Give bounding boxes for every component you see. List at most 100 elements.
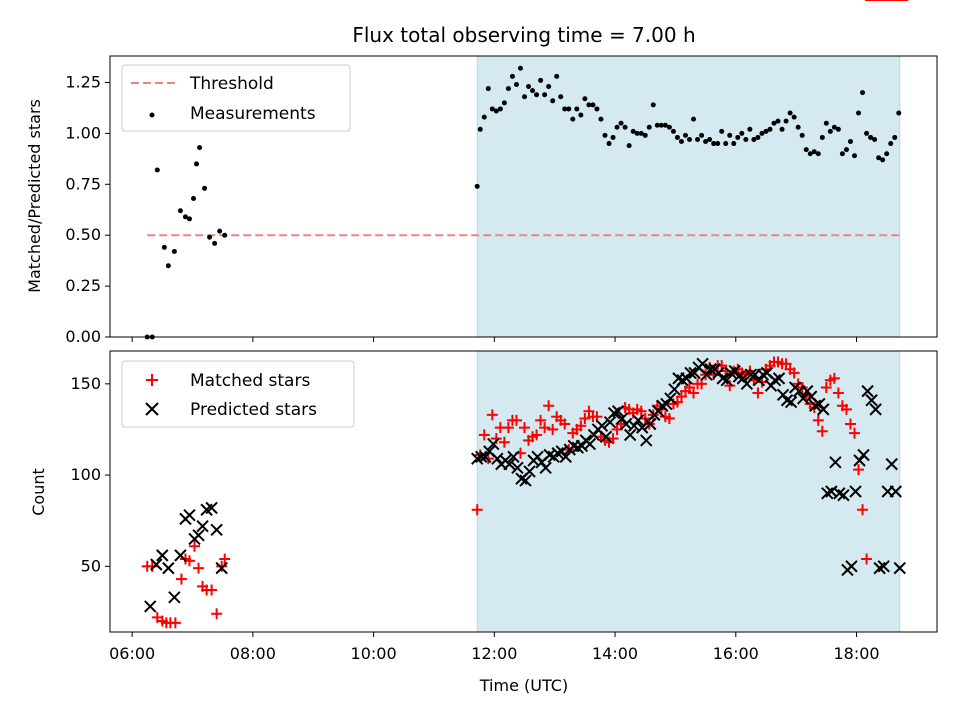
measurement-point (678, 139, 684, 145)
predicted-star-point (479, 450, 492, 464)
y-axis-ticks-bottom: 50 100 150 (70, 374, 110, 575)
predicted-star-point (174, 549, 187, 562)
matched-star-point (531, 429, 543, 441)
measurement-point (154, 167, 160, 173)
measurement-point (177, 208, 183, 214)
measurement-point (509, 73, 515, 79)
measurement-point (558, 94, 564, 100)
count-panel: 50 100 150 06:00 08:00 10:00 12:00 14:00 16:00 1… (29, 0, 938, 695)
predicted-star-point (664, 392, 677, 405)
y-axis-ticks-top: 0.00 0.25 0.50 0.75 1.00 1.25 (65, 72, 110, 346)
x-tick-label: 16:00 (713, 644, 759, 663)
predicted-star-point (539, 461, 552, 474)
measurement-point (554, 73, 560, 79)
matched-star-point (559, 418, 571, 430)
predicted-star-point (885, 457, 898, 471)
measurement-point (534, 92, 540, 98)
measurement-point (799, 132, 805, 138)
predicted-star-point (519, 474, 532, 487)
legend-top: Threshold Measurements (121, 64, 351, 132)
measurement-point (165, 263, 171, 269)
legend-matched-label: Matched stars (190, 371, 310, 391)
predicted-marker-b (784, 395, 798, 409)
predicted-marker-b (174, 549, 187, 562)
measurement-point (614, 124, 620, 130)
measurement-point (474, 183, 480, 189)
matched-star-point (175, 573, 187, 585)
x-tick-label: 08:00 (230, 644, 276, 663)
predicted-marker-b (644, 417, 657, 431)
predicted-star-point (611, 405, 625, 418)
predicted-star-point (696, 357, 709, 370)
y-tick-label: 1.25 (65, 72, 101, 91)
measurement-point (703, 139, 709, 145)
predicted-marker-b (716, 372, 729, 385)
legend-measurements-swatch (149, 112, 155, 118)
matched-star-point (169, 617, 181, 629)
matched-star-point (535, 414, 547, 426)
predicted-marker-b (736, 372, 750, 385)
predicted-marker-b (210, 523, 223, 537)
predicted-star-point (756, 368, 770, 381)
predicted-marker-b (772, 372, 786, 385)
predicted-marker-b (519, 474, 532, 487)
legend-threshold-label: Threshold (189, 74, 274, 94)
predicted-star-point (583, 437, 597, 451)
predicted-star-point (603, 415, 617, 429)
measurement-point (578, 112, 584, 118)
matched-star-point (788, 367, 800, 379)
predicted-marker-b (889, 485, 902, 498)
predicted-marker-b (507, 450, 520, 464)
predicted-star-point (162, 561, 175, 575)
predicted-star-point (809, 399, 822, 412)
x-axis-ticks-top (131, 337, 858, 342)
predicted-marker-b (712, 366, 725, 380)
predicted-star-point (853, 454, 866, 467)
measurement-point (542, 92, 548, 98)
predicted-star-point (559, 450, 572, 464)
measurement-point (751, 136, 757, 142)
measurement-point (880, 157, 886, 163)
measurement-point (526, 84, 532, 90)
measurement-point (831, 124, 837, 130)
predicted-marker-b (821, 487, 834, 500)
measurement-point (699, 132, 705, 138)
predicted-star-point (615, 412, 629, 425)
predicted-star-point (168, 591, 181, 604)
predicted-star-point (631, 414, 645, 427)
predicted-marker-b (780, 394, 794, 407)
predicted-marker-b (829, 456, 842, 469)
predicted-star-point (684, 366, 697, 380)
measurement-point (811, 149, 817, 155)
y-axis-title-top: Matched/Predicted stars (25, 99, 44, 293)
predicted-marker-b (660, 397, 673, 411)
predicted-star-point (893, 561, 906, 575)
measurement-point (622, 124, 628, 130)
predicted-star-point (511, 461, 524, 474)
x-tick-label: 18:00 (833, 644, 879, 663)
predicted-star-point (607, 406, 621, 420)
predicted-marker-b (728, 364, 741, 378)
measurement-point (202, 185, 208, 191)
measurement-point (674, 134, 680, 140)
measurement-point (843, 147, 849, 153)
measurement-point (807, 151, 813, 157)
matched-star-point (216, 560, 228, 572)
predicted-marker-b (543, 448, 556, 462)
predicted-marker-b (760, 366, 774, 380)
y-axis-title-bottom: Count (29, 468, 48, 516)
measurement-point (711, 141, 717, 147)
predicted-marker-b (555, 445, 568, 458)
measurement-point (872, 136, 878, 142)
legend-bottom: Matched stars Predicted stars (121, 360, 355, 428)
predicted-star-point (210, 523, 223, 537)
measurement-point (217, 228, 223, 234)
predicted-marker-b (768, 373, 782, 387)
legend-box-top (121, 64, 351, 132)
matched-star-point (189, 540, 201, 552)
plot-frame-bottom (109, 350, 938, 633)
predicted-star-point (156, 549, 169, 562)
predicted-star-point (849, 485, 862, 498)
predicted-marker-b (700, 368, 713, 381)
